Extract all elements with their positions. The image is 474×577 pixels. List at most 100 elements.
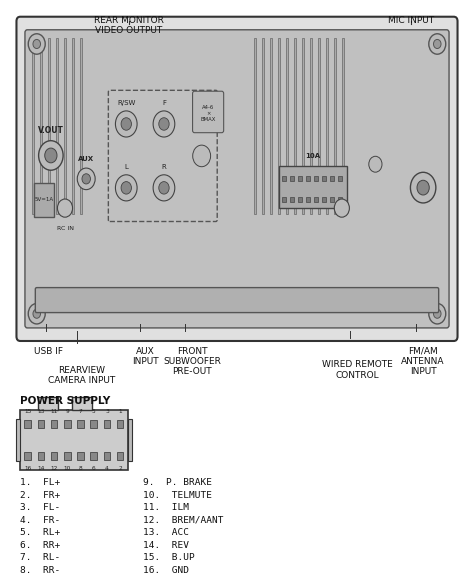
Circle shape: [33, 309, 40, 319]
Text: L: L: [124, 164, 128, 170]
Text: 9.  P. BRAKE: 9. P. BRAKE: [143, 478, 212, 488]
Text: REAR MONITOR
VIDEO OUTPUT: REAR MONITOR VIDEO OUTPUT: [94, 16, 164, 35]
Circle shape: [410, 173, 436, 203]
Text: 12.  BREM/AANT: 12. BREM/AANT: [143, 516, 223, 525]
Circle shape: [417, 180, 429, 195]
Circle shape: [57, 199, 73, 217]
Bar: [294, 38, 296, 214]
Bar: [290, 177, 293, 181]
Circle shape: [334, 199, 349, 217]
Circle shape: [82, 174, 91, 184]
Circle shape: [159, 182, 169, 194]
Bar: [64, 38, 66, 214]
Circle shape: [153, 111, 175, 137]
Circle shape: [193, 145, 210, 167]
Text: 1: 1: [118, 409, 122, 414]
Text: 2.  FR+: 2. FR+: [20, 491, 61, 500]
Text: 12: 12: [50, 466, 58, 471]
Bar: [318, 38, 320, 214]
FancyBboxPatch shape: [17, 17, 457, 341]
Bar: [77, 420, 84, 428]
Text: R: R: [162, 164, 166, 170]
Bar: [326, 38, 328, 214]
FancyBboxPatch shape: [25, 30, 449, 328]
Bar: [51, 452, 57, 460]
Text: 16.  GND: 16. GND: [143, 566, 189, 575]
Circle shape: [153, 175, 175, 201]
Text: FM/AM
ANTENNA
INPUT: FM/AM ANTENNA INPUT: [401, 347, 445, 376]
Bar: [117, 452, 123, 460]
Text: FRONT
SUBWOOFER
PRE-OUT: FRONT SUBWOOFER PRE-OUT: [164, 347, 221, 376]
Bar: [104, 452, 110, 460]
FancyBboxPatch shape: [36, 287, 438, 313]
Bar: [91, 420, 97, 428]
Text: 3: 3: [105, 409, 109, 414]
Bar: [56, 38, 58, 214]
Text: 4.  FR-: 4. FR-: [20, 516, 61, 525]
Text: 11: 11: [51, 409, 58, 414]
Bar: [322, 197, 326, 202]
Bar: [334, 38, 336, 214]
Circle shape: [121, 118, 131, 130]
Bar: [298, 197, 301, 202]
Bar: [80, 38, 82, 214]
Circle shape: [28, 304, 45, 324]
Bar: [77, 452, 84, 460]
Text: A4-6
×
BMAX: A4-6 × BMAX: [201, 105, 216, 122]
Text: 5.  RL+: 5. RL+: [20, 529, 61, 537]
Text: 4: 4: [105, 466, 109, 471]
Text: 8: 8: [79, 466, 82, 471]
Circle shape: [116, 175, 137, 201]
Bar: [278, 38, 280, 214]
Bar: [302, 38, 304, 214]
Bar: [37, 420, 44, 428]
Bar: [64, 420, 71, 428]
Text: WIRED REMOTE
CONTROL: WIRED REMOTE CONTROL: [322, 360, 392, 380]
Bar: [25, 420, 31, 428]
Text: 6: 6: [92, 466, 96, 471]
Text: MIC INPUT: MIC INPUT: [388, 16, 434, 25]
Bar: [117, 420, 123, 428]
Bar: [310, 38, 312, 214]
Bar: [16, 419, 20, 462]
Bar: [104, 420, 110, 428]
Bar: [282, 177, 285, 181]
Text: 8.  RR-: 8. RR-: [20, 566, 61, 575]
Bar: [290, 197, 293, 202]
Bar: [38, 396, 58, 410]
Text: AUX: AUX: [78, 156, 94, 162]
Text: 9: 9: [65, 409, 69, 414]
Text: USB IF: USB IF: [34, 347, 63, 355]
Bar: [128, 419, 132, 462]
Text: 10.  TELMUTE: 10. TELMUTE: [143, 491, 212, 500]
Bar: [330, 177, 334, 181]
Circle shape: [159, 118, 169, 130]
Bar: [32, 38, 35, 214]
Circle shape: [33, 39, 40, 48]
Text: 2: 2: [118, 466, 122, 471]
Text: 13.  ACC: 13. ACC: [143, 529, 189, 537]
Bar: [314, 177, 318, 181]
Circle shape: [45, 148, 57, 163]
Text: 14.  REV: 14. REV: [143, 541, 189, 550]
Bar: [25, 452, 31, 460]
Bar: [314, 197, 318, 202]
Text: 14: 14: [37, 466, 45, 471]
Text: 15: 15: [24, 409, 31, 414]
Text: RC IN: RC IN: [56, 226, 73, 231]
Bar: [270, 38, 272, 214]
Bar: [64, 452, 71, 460]
Circle shape: [434, 39, 441, 48]
Text: AUX
INPUT: AUX INPUT: [132, 347, 158, 366]
Bar: [306, 197, 310, 202]
Text: 10A: 10A: [306, 153, 321, 159]
Text: V.OUT: V.OUT: [38, 126, 64, 135]
Text: 1.  FL+: 1. FL+: [20, 478, 61, 488]
Bar: [282, 197, 285, 202]
Bar: [72, 396, 92, 410]
Text: POWER SUPPLY: POWER SUPPLY: [20, 396, 110, 406]
Text: 11.  ILM: 11. ILM: [143, 503, 189, 512]
Text: 6.  RR+: 6. RR+: [20, 541, 61, 550]
Bar: [330, 197, 334, 202]
Circle shape: [77, 168, 95, 190]
